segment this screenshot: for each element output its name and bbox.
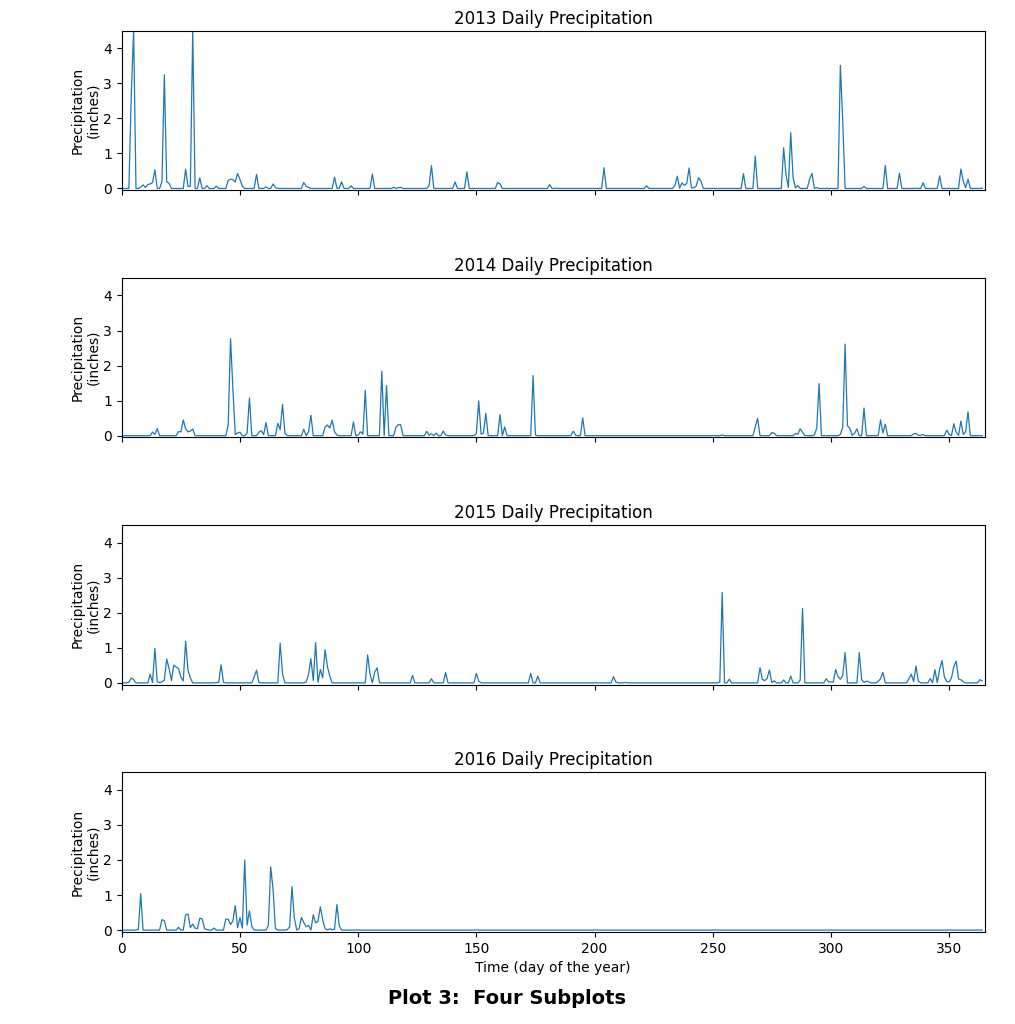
- X-axis label: Time (day of the year): Time (day of the year): [475, 962, 631, 975]
- Y-axis label: Precipitation
(inches): Precipitation (inches): [70, 314, 100, 401]
- Title: 2016 Daily Precipitation: 2016 Daily Precipitation: [454, 752, 653, 769]
- Title: 2014 Daily Precipitation: 2014 Daily Precipitation: [454, 257, 653, 275]
- Y-axis label: Precipitation
(inches): Precipitation (inches): [70, 561, 100, 648]
- Title: 2013 Daily Precipitation: 2013 Daily Precipitation: [454, 10, 653, 28]
- Text: Plot 3:  Four Subplots: Plot 3: Four Subplots: [389, 989, 626, 1008]
- Y-axis label: Precipitation
(inches): Precipitation (inches): [70, 809, 100, 896]
- Title: 2015 Daily Precipitation: 2015 Daily Precipitation: [454, 504, 653, 522]
- Y-axis label: Precipitation
(inches): Precipitation (inches): [70, 67, 100, 154]
